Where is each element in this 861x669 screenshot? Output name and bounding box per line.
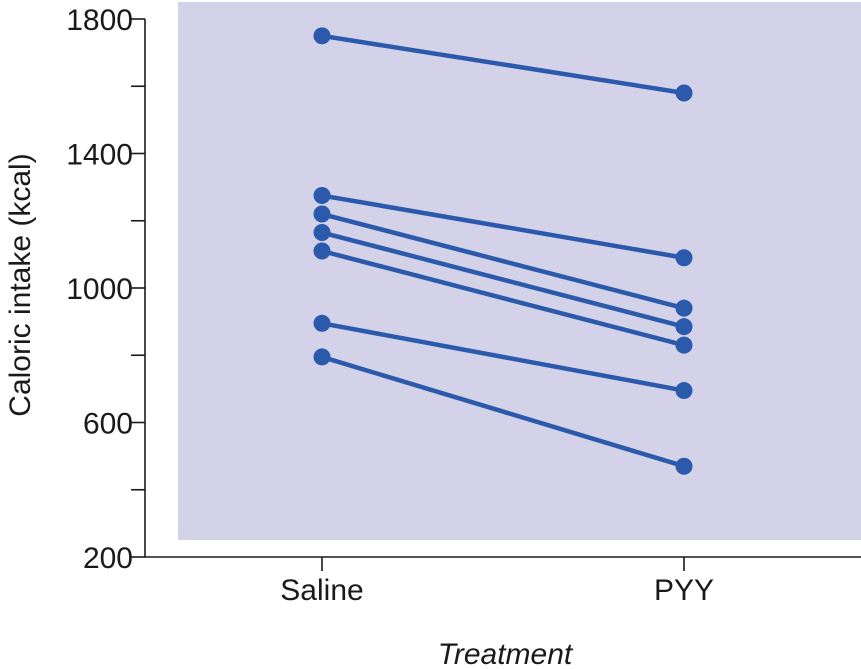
axes — [131, 18, 861, 571]
x-axis-title: Treatment — [438, 638, 574, 669]
data-point — [313, 348, 331, 366]
data-point — [675, 299, 693, 317]
plot-area — [178, 2, 861, 540]
series-group — [313, 27, 693, 475]
labels: 200 600 1000 1400 1800 Saline PYY — [66, 4, 714, 607]
y-tick-label: 600 — [83, 408, 133, 441]
series-line — [319, 321, 687, 393]
data-point — [313, 205, 331, 223]
data-point — [675, 84, 693, 102]
data-point — [675, 318, 693, 336]
series-5 — [313, 242, 693, 354]
y-tick-label: 1400 — [66, 139, 133, 172]
series-line — [319, 248, 687, 348]
series-6 — [313, 314, 693, 400]
data-point — [675, 382, 693, 400]
series-4 — [313, 224, 693, 336]
data-point — [313, 314, 331, 332]
series-1 — [313, 27, 693, 102]
data-point — [675, 249, 693, 267]
y-axis-title: Caloric intake (kcal) — [4, 153, 37, 416]
y-tick-label: 1800 — [66, 4, 133, 37]
data-point — [675, 457, 693, 475]
data-point — [313, 187, 331, 205]
data-point — [675, 336, 693, 354]
data-point — [313, 27, 331, 45]
data-point — [313, 224, 331, 242]
x-tick-label: PYY — [654, 574, 714, 607]
x-tick-label: Saline — [280, 574, 363, 607]
y-tick-label: 200 — [83, 542, 133, 575]
series-line — [319, 354, 687, 469]
y-tick-label: 1000 — [66, 273, 133, 306]
data-point — [313, 242, 331, 260]
series-line — [319, 33, 687, 96]
series-3 — [313, 205, 693, 317]
series-7 — [313, 348, 693, 475]
series-line — [319, 211, 687, 311]
series-line — [319, 230, 687, 329]
series-line — [319, 193, 687, 260]
series-2 — [313, 187, 693, 267]
